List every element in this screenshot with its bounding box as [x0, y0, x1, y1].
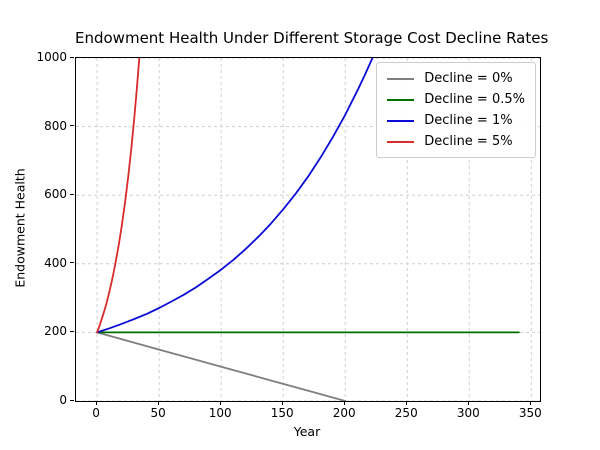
x-tick-mark — [467, 401, 469, 405]
legend: Decline = 0% Decline = 0.5% Decline = 1% De… — [376, 62, 536, 158]
y-tick-mark — [70, 330, 74, 332]
x-tick-mark — [157, 401, 159, 405]
x-tick-mark — [343, 401, 345, 405]
x-tick-label: 300 — [456, 406, 480, 420]
legend-label: Decline = 0% — [424, 71, 513, 86]
y-tick-mark — [70, 262, 74, 264]
legend-label: Decline = 5% — [424, 134, 513, 149]
legend-line-swatch — [387, 98, 415, 101]
legend-label: Decline = 0.5% — [424, 92, 525, 107]
legend-row: Decline = 1% — [387, 112, 525, 129]
x-tick-label: 350 — [518, 406, 542, 420]
legend-line-swatch — [387, 140, 415, 143]
x-tick-label: 50 — [150, 406, 166, 420]
plot-area: Decline = 0% Decline = 0.5% Decline = 1% De… — [75, 57, 541, 402]
x-tick-label: 200 — [332, 406, 356, 420]
legend-label: Decline = 1% — [424, 113, 513, 128]
y-tick-label: 0 — [59, 393, 67, 407]
y-tick-label: 400 — [44, 255, 67, 270]
chart-title: Endowment Health Under Different Storage… — [75, 29, 549, 47]
x-tick-label: 150 — [270, 406, 294, 420]
y-tick-label: 1000 — [36, 50, 67, 64]
legend-line-swatch — [387, 119, 415, 122]
series-line-decline-5- — [96, 58, 141, 334]
legend-row: Decline = 0.5% — [387, 91, 525, 108]
y-tick-label: 200 — [44, 324, 67, 339]
y-tick-mark — [70, 125, 74, 127]
series-line-decline-1- — [96, 58, 374, 334]
x-tick-mark — [281, 401, 283, 405]
y-tick-mark — [70, 193, 74, 195]
x-axis-label: Year — [293, 424, 321, 439]
x-tick-mark — [95, 401, 97, 405]
x-tick-mark — [219, 401, 221, 405]
series-line-decline-0- — [96, 331, 347, 401]
y-tick-mark — [70, 399, 74, 401]
x-tick-label: 100 — [208, 406, 232, 420]
y-tick-label: 600 — [44, 187, 67, 202]
x-tick-label: 250 — [394, 406, 418, 420]
x-tick-mark — [529, 401, 531, 405]
legend-row: Decline = 0% — [387, 70, 525, 87]
legend-line-swatch — [387, 77, 415, 80]
x-tick-label: 0 — [92, 406, 100, 420]
legend-row: Decline = 5% — [387, 133, 525, 150]
y-tick-mark — [70, 56, 74, 58]
x-tick-mark — [405, 401, 407, 405]
y-tick-label: 800 — [44, 118, 67, 133]
